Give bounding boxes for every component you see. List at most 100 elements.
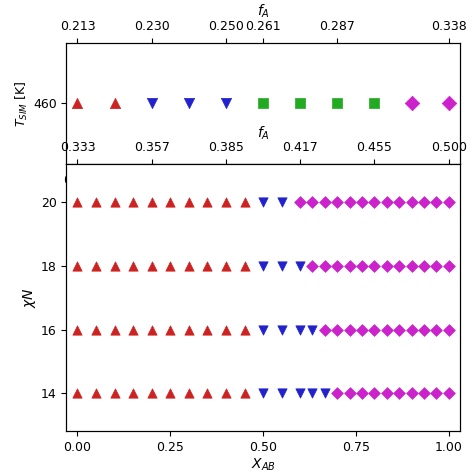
- Point: [334, 100, 341, 107]
- Point: [445, 100, 453, 107]
- Point: [383, 326, 391, 333]
- Point: [111, 389, 118, 397]
- Point: [204, 262, 211, 270]
- Point: [148, 326, 155, 333]
- Point: [346, 326, 353, 333]
- Point: [278, 199, 285, 206]
- Point: [129, 262, 137, 270]
- Point: [420, 199, 428, 206]
- Point: [358, 326, 366, 333]
- Point: [371, 199, 378, 206]
- Point: [408, 199, 415, 206]
- Point: [259, 326, 267, 333]
- Point: [408, 262, 415, 270]
- Point: [346, 262, 353, 270]
- Y-axis label: $\chi N$: $\chi N$: [21, 287, 38, 308]
- Point: [445, 389, 453, 397]
- Point: [408, 100, 415, 107]
- Point: [371, 389, 378, 397]
- Point: [296, 326, 304, 333]
- Point: [222, 199, 230, 206]
- Point: [204, 199, 211, 206]
- Point: [92, 262, 100, 270]
- Point: [371, 262, 378, 270]
- Point: [259, 199, 267, 206]
- Point: [73, 389, 81, 397]
- Point: [259, 389, 267, 397]
- Point: [166, 199, 174, 206]
- Point: [334, 262, 341, 270]
- Point: [241, 262, 248, 270]
- Point: [222, 100, 230, 107]
- Point: [129, 326, 137, 333]
- Point: [204, 326, 211, 333]
- Point: [334, 389, 341, 397]
- Point: [371, 326, 378, 333]
- Point: [166, 262, 174, 270]
- Point: [296, 100, 304, 107]
- Point: [185, 262, 192, 270]
- Point: [445, 199, 453, 206]
- Point: [111, 100, 118, 107]
- Point: [166, 389, 174, 397]
- Point: [148, 262, 155, 270]
- X-axis label: $X_{AB}$: $X_{AB}$: [251, 457, 275, 473]
- Point: [111, 326, 118, 333]
- Point: [278, 389, 285, 397]
- Point: [420, 389, 428, 397]
- Point: [346, 199, 353, 206]
- Point: [321, 199, 329, 206]
- X-axis label: $x_{AB}$: $x_{AB}$: [251, 190, 275, 204]
- Point: [148, 389, 155, 397]
- Point: [433, 262, 440, 270]
- Point: [371, 100, 378, 107]
- Point: [166, 326, 174, 333]
- Point: [309, 389, 316, 397]
- Point: [241, 389, 248, 397]
- Point: [111, 262, 118, 270]
- Point: [148, 100, 155, 107]
- Y-axis label: $T_{SIM}$ [K]: $T_{SIM}$ [K]: [14, 80, 30, 127]
- Point: [395, 262, 403, 270]
- Point: [395, 326, 403, 333]
- Point: [296, 262, 304, 270]
- Point: [383, 199, 391, 206]
- Point: [185, 326, 192, 333]
- Point: [222, 389, 230, 397]
- Point: [92, 199, 100, 206]
- Point: [358, 389, 366, 397]
- Point: [445, 262, 453, 270]
- Point: [259, 262, 267, 270]
- Point: [73, 262, 81, 270]
- Point: [321, 262, 329, 270]
- Point: [321, 326, 329, 333]
- Point: [445, 326, 453, 333]
- Point: [433, 199, 440, 206]
- Point: [420, 326, 428, 333]
- Point: [296, 199, 304, 206]
- Point: [111, 199, 118, 206]
- Point: [408, 326, 415, 333]
- Point: [222, 326, 230, 333]
- X-axis label: $f_A$: $f_A$: [256, 124, 270, 142]
- Point: [408, 389, 415, 397]
- Point: [204, 389, 211, 397]
- Point: [129, 199, 137, 206]
- Point: [309, 262, 316, 270]
- Point: [346, 389, 353, 397]
- Point: [321, 389, 329, 397]
- X-axis label: $f_A$: $f_A$: [256, 3, 270, 20]
- Point: [92, 326, 100, 333]
- Point: [420, 262, 428, 270]
- Point: [73, 100, 81, 107]
- Point: [358, 199, 366, 206]
- Point: [241, 326, 248, 333]
- Point: [185, 100, 192, 107]
- Point: [358, 262, 366, 270]
- Point: [129, 389, 137, 397]
- Point: [395, 199, 403, 206]
- Point: [92, 389, 100, 397]
- Point: [73, 199, 81, 206]
- Point: [383, 389, 391, 397]
- Point: [383, 262, 391, 270]
